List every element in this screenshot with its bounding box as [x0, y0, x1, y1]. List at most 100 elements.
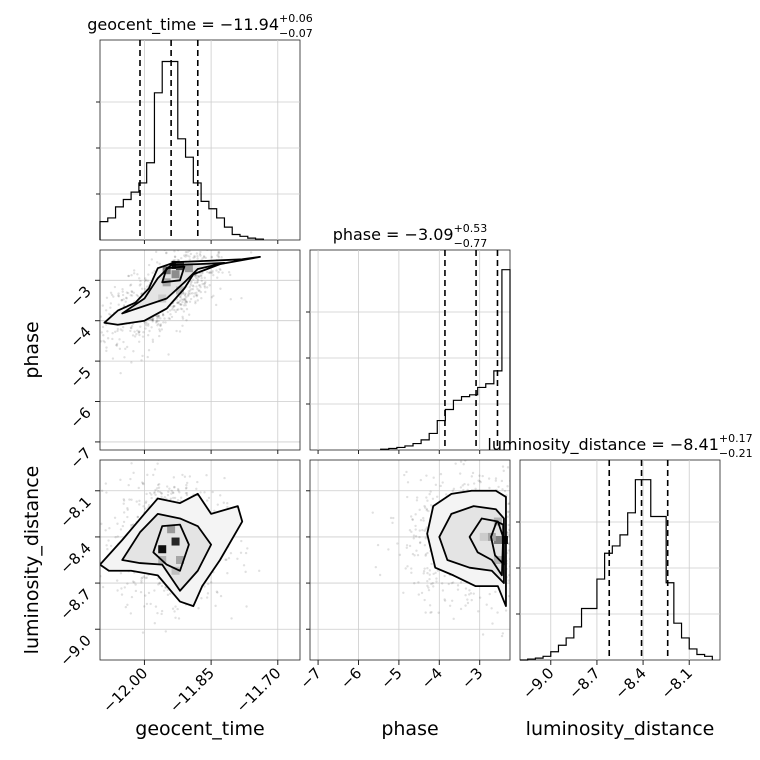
scatter-point: [109, 306, 112, 309]
scatter-point: [130, 274, 133, 277]
scatter-point: [405, 544, 409, 547]
scatter-point: [517, 536, 519, 538]
scatter-point: [424, 611, 427, 614]
scatter-point: [507, 528, 510, 532]
scatter-point: [432, 572, 435, 576]
hist-panel-phase: [306, 249, 511, 451]
title-main-phase: phase = −3.09: [333, 225, 454, 244]
scatter-point: [217, 251, 221, 254]
scatter-point: [164, 321, 167, 324]
scatter-point: [510, 573, 512, 575]
scatter-point: [132, 350, 135, 353]
scatter-point: [409, 515, 413, 518]
scatter-point: [216, 591, 219, 594]
scatter-point: [196, 287, 199, 291]
scatter-point: [104, 482, 108, 485]
scatter-point: [140, 292, 144, 295]
scatter-point: [145, 492, 148, 496]
scatter-point: [192, 285, 195, 288]
xlabel-geocent_time: geocent_time: [135, 718, 264, 740]
scatter-point: [197, 289, 200, 292]
scatter-point: [101, 325, 105, 329]
scatter-point: [170, 492, 173, 495]
scatter-point: [121, 293, 125, 297]
scatter-point: [183, 297, 187, 300]
scatter-point: [517, 552, 519, 554]
scatter-point: [106, 337, 110, 340]
panel-frame-geocent_time-vs-phase: [99, 249, 301, 451]
scatter-point: [119, 478, 122, 482]
scatter-point: [121, 329, 124, 332]
xtick-label-luminosity_distance-1: −8.7: [565, 664, 603, 702]
ylabel-phase: phase: [21, 321, 43, 378]
scatter-point: [186, 246, 188, 248]
scatter-point: [443, 599, 447, 602]
scatter-point: [138, 277, 141, 280]
scatter-point: [156, 462, 159, 465]
scatter-point: [183, 254, 186, 257]
scatter-point: [155, 317, 159, 320]
density-fill-geocent_time-vs-luminosity_distance-1: [122, 513, 212, 591]
scatter-point: [439, 472, 443, 476]
scatter-point: [477, 479, 480, 482]
scatter-point: [111, 337, 114, 341]
scatter-point: [150, 493, 153, 496]
scatter-point: [155, 320, 159, 323]
scatter-point: [435, 495, 439, 498]
scatter-point: [429, 504, 433, 507]
scatter-point: [511, 544, 513, 546]
scatter-point: [219, 242, 221, 244]
scatter-point: [456, 584, 460, 587]
scatter-point: [181, 298, 185, 302]
scatter-point: [179, 303, 182, 306]
scatter-point: [229, 243, 231, 245]
scatter-point: [117, 292, 120, 295]
scatter-point: [466, 483, 470, 486]
scatter-point: [156, 490, 160, 493]
scatter-point: [194, 300, 197, 303]
density-cell-geocent_time-vs-luminosity_distance-2: [167, 525, 176, 534]
scatter-point: [200, 597, 203, 600]
scatter-point: [138, 333, 141, 337]
scatter-point: [410, 530, 413, 534]
scatter-point: [451, 489, 454, 492]
scatter-point: [106, 330, 109, 333]
scatter-point: [413, 582, 416, 585]
scatter-point: [196, 255, 199, 258]
scatter-point: [171, 496, 175, 500]
contour-phase-vs-luminosity_distance-3: [490, 520, 505, 566]
scatter-point: [160, 612, 163, 616]
scatter-point: [424, 528, 427, 531]
scatter-point: [156, 483, 160, 487]
scatter-point: [131, 580, 135, 583]
scatter-point: [479, 480, 482, 484]
scatter-point: [122, 340, 125, 344]
scatter-point: [166, 588, 169, 592]
scatter-point: [223, 476, 226, 480]
scatter-point: [124, 347, 127, 351]
xtick-label-phase-1: −6: [337, 664, 365, 692]
scatter-point: [78, 355, 80, 357]
scatter-point: [206, 592, 210, 595]
scatter-point: [162, 589, 166, 592]
scatter-point: [144, 327, 147, 330]
scatter-point: [508, 455, 510, 457]
scatter-point: [185, 307, 189, 311]
scatter-point: [451, 581, 455, 584]
scatter-point: [514, 556, 516, 558]
scatter-point: [227, 271, 231, 274]
scatter-point: [427, 509, 430, 513]
scatter-point: [179, 293, 183, 297]
scatter-point: [147, 591, 151, 595]
scatter-point: [396, 542, 399, 545]
scatter-point: [448, 604, 452, 607]
scatter-point: [216, 254, 219, 257]
scatter-point: [109, 544, 113, 548]
scatter-point: [418, 541, 422, 545]
scatter-point: [193, 281, 197, 284]
scatter-point: [131, 334, 135, 337]
scatter-point: [481, 474, 484, 478]
scatter-point: [192, 256, 195, 259]
scatter-point: [426, 571, 429, 575]
scatter-point: [119, 371, 122, 375]
